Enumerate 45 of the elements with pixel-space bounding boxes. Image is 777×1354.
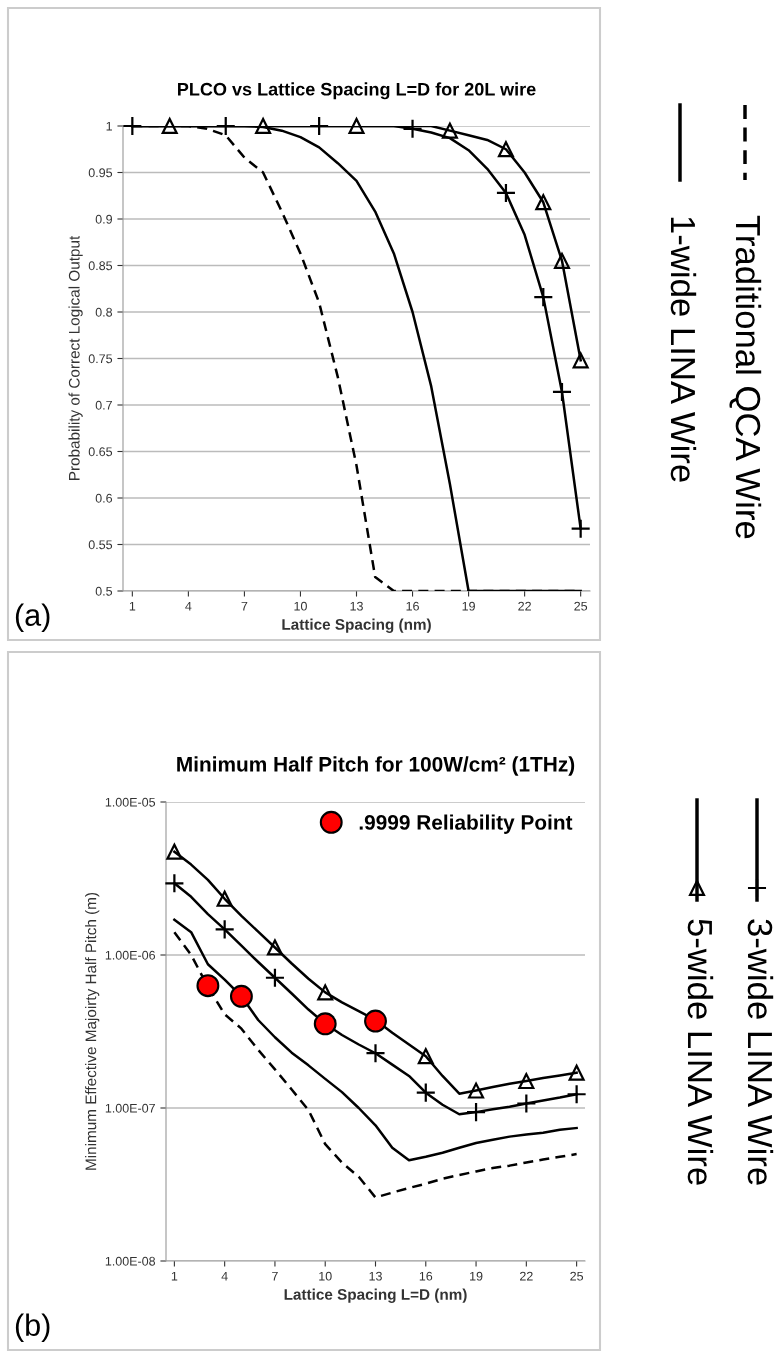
chart-title: Minimum Half Pitch for 100W/cm² (1THz) xyxy=(177,756,575,776)
x-tick-label: 7 xyxy=(241,601,248,611)
x-tick-label: 25 xyxy=(574,601,588,611)
y-axis-title: Minimum Effective Majoirty Half Pitch (m) xyxy=(85,892,100,1170)
y-tick-label: 0.95 xyxy=(88,168,113,178)
y-tick-label: 1 xyxy=(106,121,112,131)
x-tick-label: 19 xyxy=(462,601,475,611)
x-tick-label: 4 xyxy=(221,1271,228,1281)
text: (b) xyxy=(15,1313,50,1342)
y-tick-label: 0.7 xyxy=(95,400,112,410)
x-tick-label: 22 xyxy=(520,1271,533,1281)
y-axis-title: Probability of Correct Logical Output xyxy=(68,235,83,480)
y-tick-label: 0.85 xyxy=(88,261,113,271)
legend-label: 5-wide LINA Wire xyxy=(687,919,714,1185)
x-tick-label: 16 xyxy=(419,1271,433,1281)
x-tick-label: 13 xyxy=(350,601,363,611)
x-tick-label: 13 xyxy=(369,1271,382,1281)
x-axis-title: Lattice Spacing (nm) xyxy=(282,618,431,633)
y-tick-label: 0.55 xyxy=(88,540,113,550)
legend-label: Traditional QCA Wire xyxy=(729,215,762,539)
y-tick-label: 1.00E-05 xyxy=(105,797,156,807)
y-tick-label: 0.9 xyxy=(95,214,112,224)
legend-label: 3-wide LINA Wire xyxy=(747,919,774,1185)
x-tick-label: 10 xyxy=(294,601,307,611)
legend-label: 1-wide LINA Wire xyxy=(670,217,697,482)
text: (a) xyxy=(15,603,50,632)
x-tick-label: 7 xyxy=(272,1271,278,1281)
y-tick-label: 0.65 xyxy=(88,447,113,457)
x-tick-label: 22 xyxy=(518,601,531,611)
x-tick-label: 4 xyxy=(185,601,192,611)
y-tick-label: 1.00E-07 xyxy=(105,1103,155,1113)
x-tick-label: 25 xyxy=(570,1271,584,1281)
y-tick-label: 1.00E-06 xyxy=(105,950,156,960)
y-tick-label: 0.75 xyxy=(88,354,113,364)
x-tick-label: 10 xyxy=(319,1271,332,1281)
chart-title: PLCO vs Lattice Spacing L=D for 20L wire xyxy=(178,82,536,100)
legend-label: .9999 Reliability Point xyxy=(359,814,573,834)
x-tick-label: 19 xyxy=(470,1271,483,1281)
x-tick-label: 1 xyxy=(171,1271,178,1281)
y-tick-label: 0.6 xyxy=(95,493,113,503)
x-axis-title: Lattice Spacing L=D (nm) xyxy=(284,1288,467,1303)
y-tick-label: 1.00E-08 xyxy=(105,1256,156,1266)
x-tick-label: 16 xyxy=(406,601,419,611)
y-tick-label: 0.5 xyxy=(95,586,113,596)
y-tick-label: 0.8 xyxy=(95,307,113,317)
